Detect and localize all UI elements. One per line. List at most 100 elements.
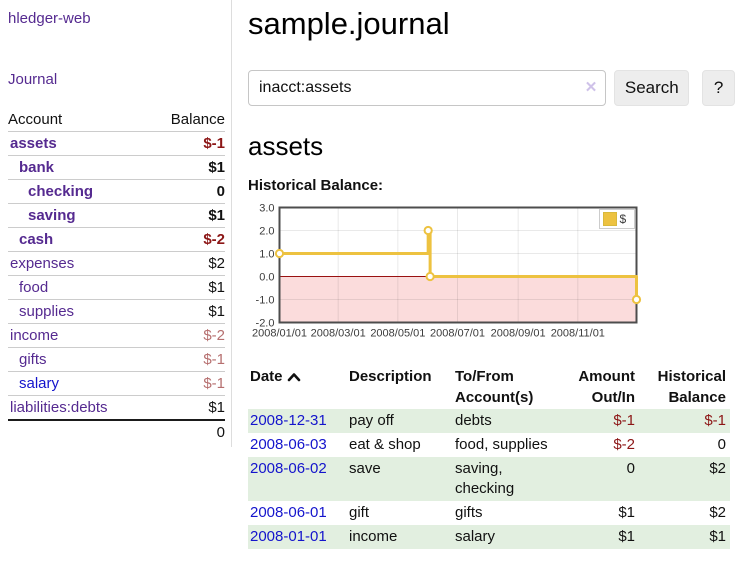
transaction-accounts: gifts [455,504,483,521]
transaction-accounts: saving, checking [455,460,515,497]
sidebar-item-journal[interactable]: Journal [8,71,58,88]
accounts-col-balance: Balance [170,111,225,128]
chart-title: Historical Balance: [248,177,384,194]
transaction-description: gift [349,504,370,521]
transaction-amount: $-1 [613,412,635,429]
register-col-balance[interactable]: Historical Balance [657,368,726,406]
account-balance: $1 [208,399,225,416]
transaction-accounts: salary [455,528,496,545]
accounts-table-body: assets $-1 bank $1 checking 0 saving $1 cash $-2 e… [8,132,225,420]
register-table: Date Description To/From Account(s) Amou… [248,365,730,549]
transaction-date-link[interactable]: 2008-01-01 [250,528,327,545]
account-link[interactable]: cash [19,231,54,248]
transaction-balance: $2 [709,504,726,521]
sidebar: hledger-web Journal Account Balance asse… [0,0,232,447]
transaction-description: income [349,528,398,545]
register-col-date-label: Date [250,368,283,385]
negative-region [279,276,637,323]
account-link[interactable]: salary [19,375,60,392]
account-row: bank $1 [8,156,225,180]
account-link[interactable]: bank [19,159,55,176]
main-content: sample.journal ✕ Search ? assets Histori… [248,0,736,549]
account-balance: $-1 [203,375,225,392]
account-link[interactable]: supplies [19,303,75,320]
transaction-date-link[interactable]: 2008-06-02 [250,460,327,477]
transaction-balance: $-1 [704,412,726,429]
y-axis-tick-label: 2.0 [259,226,274,238]
search-button[interactable]: Search [614,70,690,106]
search-box: ✕ [248,70,607,106]
page-title: sample.journal [248,6,450,41]
data-point-marker [425,271,435,282]
account-link[interactable]: gifts [19,351,47,368]
y-axis-tick-label: -2.0 [256,318,275,330]
account-row: food $1 [8,276,225,300]
search-input[interactable] [248,70,607,106]
help-button[interactable]: ? [702,70,736,106]
legend-label: $ [620,212,627,226]
x-axis-tick-label: 2008/05/01 [370,328,425,340]
legend-swatch [603,212,617,226]
x-axis-tick-label: 2008/01/01 [252,328,307,340]
account-row: gifts $-1 [8,348,225,372]
account-row: liabilities:debts $1 [8,396,225,420]
account-heading: assets [248,131,324,161]
y-axis-tick-label: 0.0 [259,272,274,284]
account-balance: $1 [208,303,225,320]
transaction-accounts: debts [455,412,492,429]
x-axis-tick-label: 2008/03/01 [311,328,366,340]
account-link[interactable]: food [19,279,49,296]
account-row: saving $1 [8,204,225,228]
account-link[interactable]: liabilities:debts [10,399,108,416]
transaction-balance: 0 [717,436,726,453]
x-axis-tick-label: 2008/11/01 [551,328,605,340]
plot-border [278,206,638,324]
register-row: 2008-06-02 save saving, checking 0 $2 [248,457,730,501]
data-point-marker [423,225,433,236]
chevron-up-icon [287,367,301,388]
account-link[interactable]: income [10,327,59,344]
register-col-date[interactable]: Date [248,365,345,409]
transaction-description: save [349,460,381,477]
account-balance: $1 [208,207,225,224]
x-axis-tick-label: 2008/09/01 [491,328,546,340]
transaction-amount: $-2 [613,436,635,453]
y-axis-tick-label: 3.0 [259,203,274,215]
transaction-date-link[interactable]: 2008-06-01 [250,504,327,521]
clear-search-icon[interactable]: ✕ [584,79,598,96]
accounts-total-row: 0 [8,419,225,443]
register-col-description[interactable]: Description [349,368,432,385]
register-row: 2008-06-03 eat & shop food, supplies $-2 0 [248,433,730,457]
search-form: ✕ Search ? [248,70,736,106]
accounts-total-value: 0 [216,423,225,441]
brand-link[interactable]: hledger-web [8,10,91,27]
register-header-row: Date Description To/From Account(s) Amou… [248,365,730,409]
y-axis-tick-label: -1.0 [256,295,275,307]
account-row: supplies $1 [8,300,225,324]
register-row: 2008-06-01 gift gifts $1 $2 [248,501,730,525]
transaction-balance: $1 [709,528,726,545]
transaction-balance: $2 [709,460,726,477]
account-balance: $2 [208,255,225,272]
transaction-description: eat & shop [349,436,421,453]
account-link[interactable]: saving [28,207,76,224]
account-row: checking 0 [8,180,225,204]
transaction-description: pay off [349,412,394,429]
account-balance: $-1 [203,135,225,152]
y-axis-tick-label: 1.0 [259,249,274,261]
register-row: 2008-12-31 pay off debts $-1 $-1 [248,409,730,433]
account-balance: 0 [216,183,225,200]
transaction-date-link[interactable]: 2008-12-31 [250,412,327,429]
account-link[interactable]: assets [10,135,57,152]
account-link[interactable]: expenses [10,255,75,272]
register-col-accounts[interactable]: To/From Account(s) [455,368,534,406]
accounts-col-account: Account [8,111,63,128]
transaction-accounts: food, supplies [455,436,548,453]
transaction-date-link[interactable]: 2008-06-03 [250,436,327,453]
balance-chart: 3.0 2.0 1.0 0.0 -1.0 -2.0 2008/01/01 2008/03/01… [248,203,735,340]
x-axis-tick-label: 2008/07/01 [430,328,485,340]
account-link[interactable]: checking [28,183,94,200]
accounts-table-header: Account Balance [8,108,225,132]
transaction-amount: 0 [626,460,635,477]
register-col-amount[interactable]: Amount Out/In [578,368,635,406]
